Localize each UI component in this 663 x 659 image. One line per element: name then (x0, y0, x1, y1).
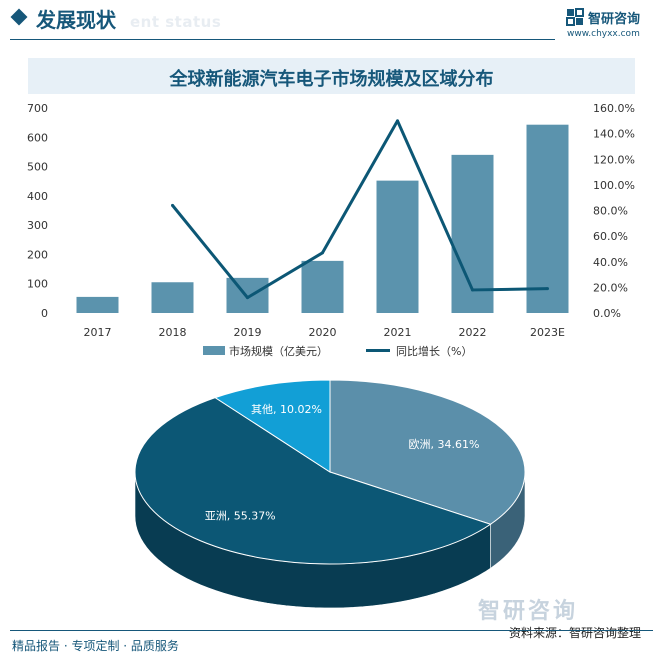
bar (151, 282, 194, 313)
y-left-tick-label: 200 (27, 248, 48, 261)
brand-url: www.chyxx.com (567, 29, 640, 39)
pie-slice (329, 379, 526, 525)
bar (376, 180, 419, 313)
chart-title: 全球新能源汽车电子市场规模及区域分布 (169, 69, 494, 90)
pie-slice (134, 397, 492, 565)
chart-title-bar: 全球新能源汽车电子市场规模及区域分布 (28, 58, 635, 94)
page-header: ent status 发展现状 智研咨询 www.chyxx.com (0, 0, 663, 42)
y-left-tick-label: 700 (27, 102, 48, 115)
y-right-tick-label: 80.0% (593, 205, 628, 218)
x-tick-label: 2019 (234, 326, 262, 339)
y-right-tick-label: 20.0% (593, 281, 628, 294)
y-left-tick-label: 400 (27, 190, 48, 203)
x-tick-label: 2018 (159, 326, 187, 339)
y-right-tick-label: 120.0% (593, 153, 635, 166)
growth-point (396, 119, 399, 123)
growth-point (471, 288, 474, 292)
y-left-tick-label: 100 (27, 278, 48, 291)
legend-line-label: 同比增长（%） (396, 344, 472, 358)
pie-slice-label: 欧洲, 34.61% (408, 438, 479, 451)
x-tick-label: 2023E (530, 326, 565, 339)
bar (301, 260, 344, 313)
x-tick-label: 2020 (309, 326, 337, 339)
y-right-tick-label: 40.0% (593, 256, 628, 269)
section-subtitle: ent status (130, 13, 222, 31)
brand-logo-icon (566, 8, 584, 26)
x-tick-label: 2021 (384, 326, 412, 339)
brand-name: 智研咨询 (588, 12, 641, 27)
growth-point (321, 251, 324, 255)
footer-tagline: 精品报告 · 专项定制 · 品质服务 (12, 639, 179, 653)
growth-point (546, 287, 549, 291)
section-title: 发展现状 (36, 8, 116, 32)
legend-bar-swatch (203, 346, 225, 355)
y-left-tick-label: 600 (27, 131, 48, 144)
growth-point (171, 203, 174, 207)
x-tick-label: 2017 (84, 326, 112, 339)
pie-slice-label: 亚洲, 55.37% (205, 509, 276, 522)
y-right-tick-label: 140.0% (593, 128, 635, 141)
growth-line (171, 119, 548, 300)
x-tick-label: 2022 (459, 326, 487, 339)
pie-slice-label: 其他, 10.02% (251, 403, 322, 416)
y-left-tick-label: 500 (27, 161, 48, 174)
y-left-tick-label: 0 (41, 307, 48, 320)
y-right-tick-label: 100.0% (593, 179, 635, 192)
header-divider (10, 39, 555, 40)
y-right-tick-label: 0.0% (593, 307, 621, 320)
watermark-logo: 智研咨询 (478, 599, 579, 624)
y-right-tick-label: 160.0% (593, 102, 635, 115)
y-right-tick-label: 60.0% (593, 230, 628, 243)
footer-divider (10, 630, 653, 631)
legend-bar-label: 市场规模（亿美元） (229, 344, 328, 358)
y-left-tick-label: 300 (27, 219, 48, 232)
growth-point (246, 296, 249, 300)
source-note: 资料来源：智研咨询整理 (509, 626, 642, 640)
bar (526, 124, 569, 313)
bar (76, 296, 119, 313)
pie-slice (214, 379, 331, 473)
